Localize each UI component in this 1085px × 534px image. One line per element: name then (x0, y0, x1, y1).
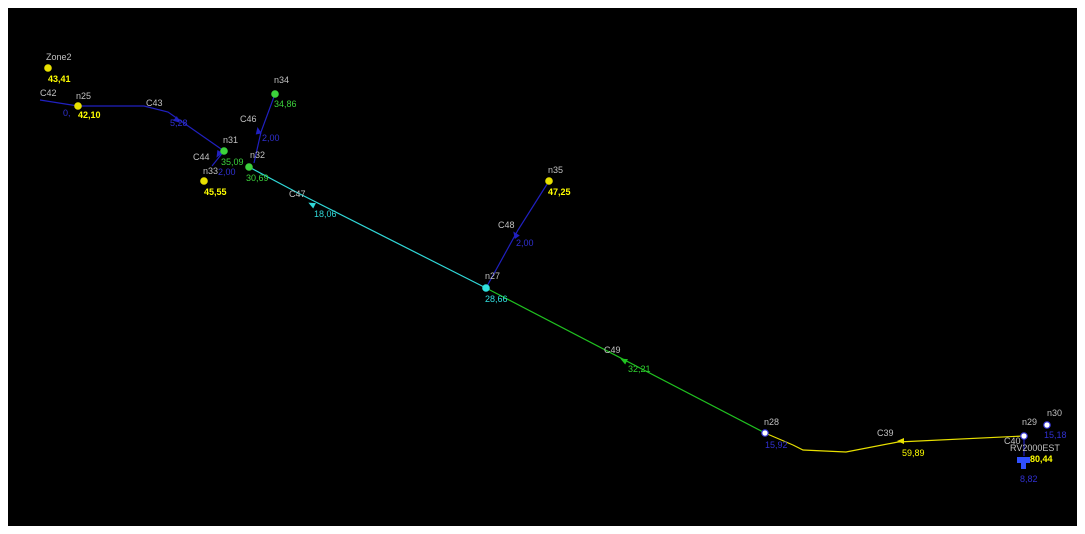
link-value-C39: 59,89 (902, 448, 925, 458)
link-C39[interactable] (764, 432, 1025, 453)
node-n32[interactable] (245, 163, 253, 171)
node-n28[interactable] (761, 429, 769, 437)
node-value-n27: 28,66 (485, 294, 508, 304)
node-label-n28: n28 (764, 417, 779, 427)
node-label-n32: n32 (250, 150, 265, 160)
link-label-C40: C40 (1004, 436, 1021, 446)
flow-arrow-icon (513, 231, 520, 239)
node-value-n28: 15,92 (765, 440, 788, 450)
tank-label: RV2000EST (1010, 443, 1060, 453)
node-value-n34: 34,86 (274, 99, 297, 109)
link-label-C49: C49 (604, 345, 621, 355)
link-label-C48: C48 (498, 220, 515, 230)
link-value-C44: 2,00 (218, 167, 236, 177)
node-n33[interactable] (200, 177, 208, 185)
network-map-canvas[interactable]: C42 0, C43 5,28 C44 2,00 C46 2,00 C47 18,06 C48 2,0… (8, 8, 1077, 526)
flow-arrow-icon (173, 116, 181, 123)
link-C43[interactable] (78, 105, 225, 152)
node-label-n25: n25 (76, 91, 91, 101)
node-label-n35: n35 (548, 165, 563, 175)
node-n29[interactable] (1020, 432, 1028, 440)
node-label-Zone2: Zone2 (46, 52, 72, 62)
node-n27[interactable] (482, 284, 490, 292)
node-label-n29: n29 (1022, 417, 1037, 427)
node-label-n33: n33 (203, 166, 218, 176)
link-value-C49: 32,21 (628, 364, 651, 374)
link-C42[interactable] (39, 99, 79, 107)
flow-arrow-icon (255, 127, 262, 135)
link-value-C46: 2,00 (262, 133, 280, 143)
link-C47[interactable] (248, 166, 487, 289)
link-value-C43: 5,28 (170, 118, 188, 128)
link-label-C43: C43 (146, 98, 163, 108)
node-n34[interactable] (271, 90, 279, 98)
flow-arrow-icon (620, 358, 628, 365)
node-Zone2[interactable] (44, 64, 52, 72)
link-label-C44: C44 (193, 152, 210, 162)
node-label-n34: n34 (274, 75, 289, 85)
node-n35[interactable] (545, 177, 553, 185)
link-label-C42: C42 (40, 88, 57, 98)
link-value-C42: 0, (63, 108, 71, 118)
node-value-Zone2: 43,41 (48, 74, 71, 84)
node-n25[interactable] (74, 102, 82, 110)
link-label-C39: C39 (877, 428, 894, 438)
tank-flow-value: 8,82 (1020, 474, 1038, 484)
link-label-C46: C46 (240, 114, 257, 124)
node-n31[interactable] (220, 147, 228, 155)
node-value-n33: 45,55 (204, 187, 227, 197)
link-value-C47: 18,06 (314, 209, 337, 219)
link-label-C47: C47 (289, 189, 306, 199)
link-C46[interactable] (253, 93, 276, 164)
node-label-n27: n27 (485, 271, 500, 281)
flow-arrow-icon (216, 150, 223, 158)
tank-icon[interactable] (1017, 457, 1030, 469)
flow-arrow-icon (897, 438, 904, 444)
link-value-C48: 2,00 (516, 238, 534, 248)
node-n30[interactable] (1043, 421, 1051, 429)
node-value-n31: 35,09 (221, 157, 244, 167)
node-value-n29: 15,18 (1044, 430, 1067, 440)
node-value-n35: 47,25 (548, 187, 571, 197)
node-value-n32: 30,69 (246, 173, 269, 183)
network-map[interactable]: C420,C435,28C442,00C462,00C4718,06C482,0… (8, 8, 1077, 526)
node-value-n25: 42,10 (78, 110, 101, 120)
tank-level-value: 80,44 (1030, 454, 1053, 464)
node-label-n31: n31 (223, 135, 238, 145)
node-label-n30: n30 (1047, 408, 1062, 418)
flow-arrow-icon (308, 202, 316, 209)
link-C48[interactable] (485, 180, 550, 289)
